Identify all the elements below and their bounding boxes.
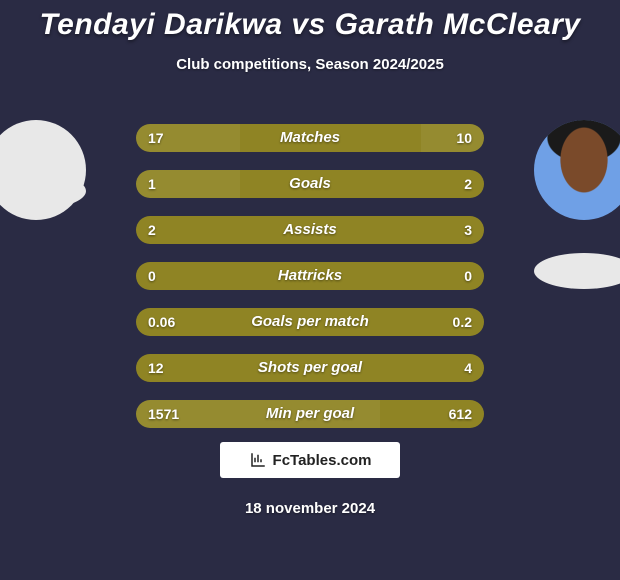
stat-row: 1571612Min per goal xyxy=(136,400,484,428)
stats-container: 1710Matches 12Goals 23Assists 00Hattricks 0.… xyxy=(136,124,484,446)
chart-icon xyxy=(249,451,267,469)
player-right-flag xyxy=(534,253,620,289)
stat-label: Hattricks xyxy=(136,262,484,290)
brand-badge: FcTables.com xyxy=(220,442,400,478)
brand-label: FcTables.com xyxy=(273,452,372,469)
stat-label: Assists xyxy=(136,216,484,244)
stat-row: 1710Matches xyxy=(136,124,484,152)
player-right-avatar xyxy=(534,120,620,220)
snapshot-date: 18 november 2024 xyxy=(0,500,620,517)
stat-label: Min per goal xyxy=(136,400,484,428)
player-left-flag xyxy=(0,173,86,209)
stat-label: Matches xyxy=(136,124,484,152)
stat-row: 12Goals xyxy=(136,170,484,198)
stat-row: 23Assists xyxy=(136,216,484,244)
season-subtitle: Club competitions, Season 2024/2025 xyxy=(0,56,620,73)
stat-label: Goals xyxy=(136,170,484,198)
stat-label: Shots per goal xyxy=(136,354,484,382)
stat-row: 124Shots per goal xyxy=(136,354,484,382)
stat-label: Goals per match xyxy=(136,308,484,336)
stat-row: 00Hattricks xyxy=(136,262,484,290)
comparison-title: Tendayi Darikwa vs Garath McCleary xyxy=(0,0,620,42)
stat-row: 0.060.2Goals per match xyxy=(136,308,484,336)
